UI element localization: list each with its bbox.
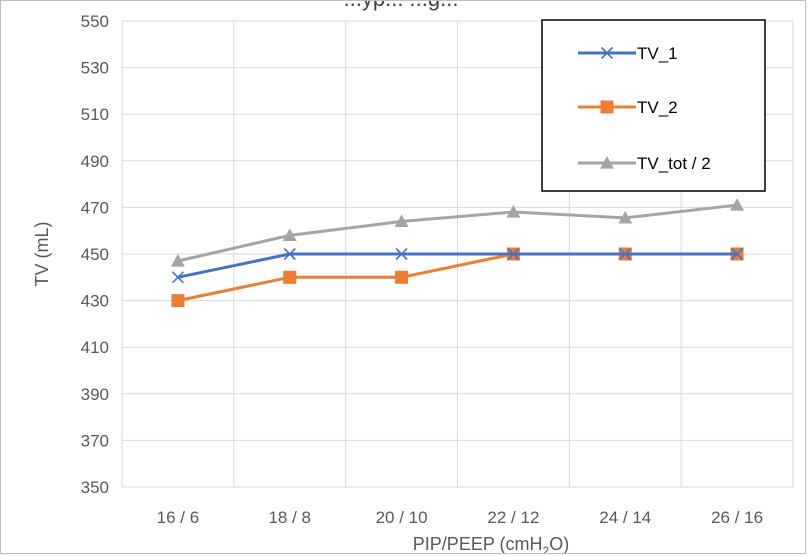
y-tick-label: 390 <box>81 385 109 404</box>
y-tick-label: 530 <box>81 59 109 78</box>
y-tick-labels: 350 370 390 410 430 450 470 490 510 530 550 <box>81 12 109 497</box>
series-3 <box>170 198 745 267</box>
x-tick-label: 18 / 8 <box>268 508 311 527</box>
x-tick-label: 24 / 14 <box>599 508 651 527</box>
series-line <box>177 252 738 279</box>
chart-title: ...yp... ...g... <box>101 1 701 12</box>
y-tick-label: 410 <box>81 338 109 357</box>
y-tick-label: 470 <box>81 198 109 217</box>
data-point <box>394 214 409 227</box>
series-1 <box>171 247 744 284</box>
data-point <box>283 247 296 261</box>
x-tick-label: 20 / 10 <box>376 508 428 527</box>
data-point <box>282 228 297 241</box>
y-tick-label: 350 <box>81 478 109 497</box>
data-point <box>395 247 408 261</box>
legend-label: TV_1 <box>637 44 678 63</box>
data-point <box>507 247 520 261</box>
y-axis-title: TV (mL) <box>32 222 52 287</box>
legend-item: TV_1 <box>578 44 678 63</box>
legend-item: TV_tot / 2 <box>578 154 711 173</box>
data-point <box>283 270 297 284</box>
data-point <box>395 270 409 284</box>
y-tick-label: 430 <box>81 292 109 311</box>
x-tick-label: 16 / 6 <box>157 508 200 527</box>
data-point <box>171 294 185 308</box>
x-tick-label: 22 / 12 <box>487 508 539 527</box>
legend-label: TV_2 <box>637 98 678 117</box>
y-tick-label: 550 <box>81 12 109 31</box>
legend-marker <box>600 46 614 60</box>
legend-marker <box>600 156 614 169</box>
legend: TV_1 TV_2 TV_tot / 2 <box>541 19 766 192</box>
data-point <box>171 271 184 284</box>
x-axis-title-suffix: O) <box>549 534 569 554</box>
data-point <box>731 247 744 261</box>
x-tick-label: 26 / 16 <box>711 508 763 527</box>
series-line <box>177 203 738 263</box>
legend-item: TV_2 <box>578 98 678 117</box>
x-tick-labels: 16 / 6 18 / 8 20 / 10 22 / 12 24 / 14 26 / 16 <box>157 508 763 527</box>
y-tick-label: 490 <box>81 152 109 171</box>
data-point <box>619 247 632 261</box>
data-point <box>730 198 745 211</box>
x-axis-title-prefix: PIP/PEEP (cmH <box>413 534 543 554</box>
legend-marker <box>600 100 614 114</box>
legend-label: TV_tot / 2 <box>637 154 711 173</box>
data-point <box>506 205 521 218</box>
x-axis-title: PIP/PEEP (cmH2O) <box>413 534 569 554</box>
y-tick-label: 370 <box>81 431 109 450</box>
data-point <box>170 253 185 267</box>
data-point <box>618 210 633 224</box>
y-tick-label: 450 <box>81 245 109 264</box>
series-lines <box>170 198 745 308</box>
y-tick-label: 510 <box>81 105 109 124</box>
x-axis-title-subscript: 2 <box>543 544 550 554</box>
